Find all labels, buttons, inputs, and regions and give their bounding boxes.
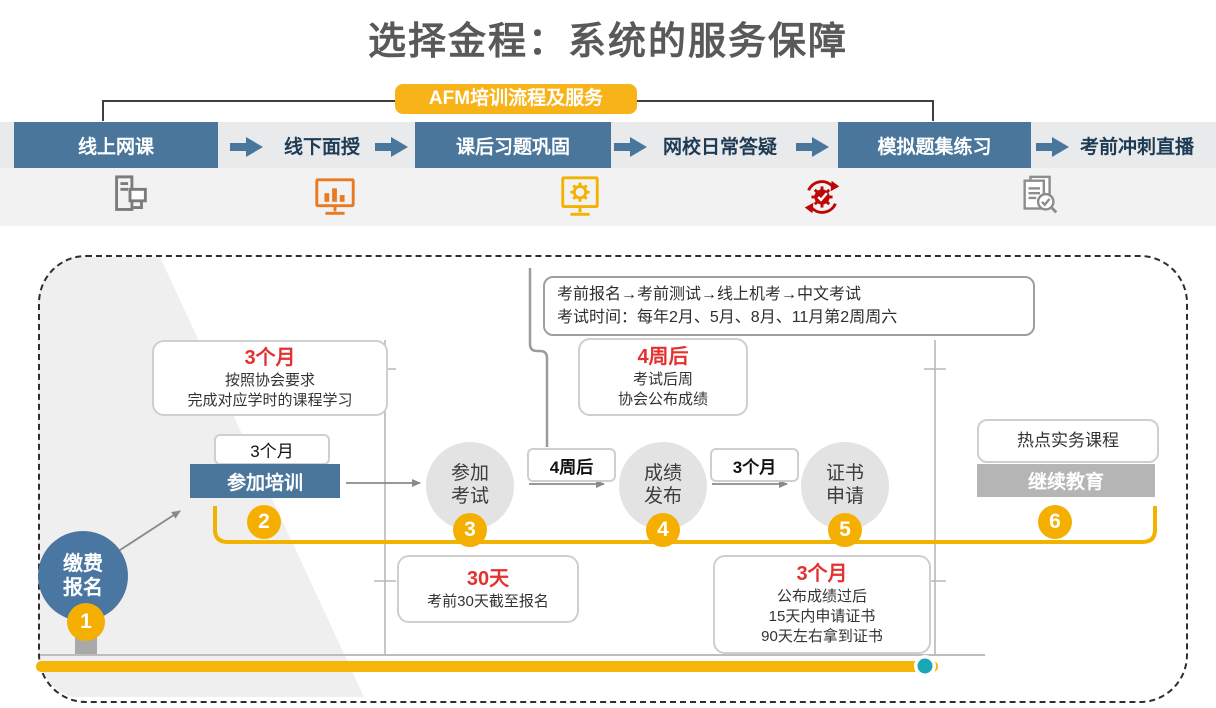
- exam-info-line1: 考前报名→考前测试→线上机考→中文考试: [557, 286, 862, 303]
- monitor-gear-icon: [561, 176, 599, 216]
- progress-bar: [36, 661, 938, 672]
- step-arrow-icon: [796, 137, 829, 157]
- results-duration: 4周后: [637, 345, 689, 368]
- step-homework: 课后习题巩固: [415, 122, 611, 168]
- badge-4: 4: [646, 513, 680, 547]
- extra-course-label: 热点实务课程: [1017, 430, 1119, 450]
- node-continuing-education: 继续教育: [977, 464, 1155, 497]
- node-exam: 参加考试: [426, 442, 514, 530]
- badge-3: 3: [453, 513, 487, 547]
- step-arrow-icon: [614, 137, 647, 157]
- doc-search-icon: [1023, 175, 1058, 214]
- node-exam-label: 参加考试: [450, 463, 489, 507]
- certificate-line2: 15天内申请证书: [768, 608, 876, 626]
- interval-results-box: 4周后: [527, 448, 616, 482]
- timeline-container: [38, 255, 1188, 703]
- results-callout: 4周后 考试后周 协会公布成绩: [578, 338, 748, 416]
- step-offline-class: 线下面授: [283, 136, 360, 158]
- monitor-chart-icon: [315, 178, 355, 215]
- training-duration: 3个月: [244, 346, 296, 369]
- step-daily-qa: 网校日常答疑: [662, 136, 777, 158]
- exam-info-box: 考前报名→考前测试→线上机考→中文考试 考试时间：每年2月、5月、8月、11月第…: [543, 276, 1035, 337]
- arrow-register-to-training: [116, 510, 181, 553]
- step-arrow-icon: [1036, 137, 1069, 157]
- badge-5: 5: [828, 513, 862, 547]
- interval-certificate-box: 3个月: [710, 448, 799, 482]
- badge-6: 6: [1038, 505, 1072, 539]
- yellow-bracket: [213, 506, 1157, 544]
- node-training: 参加培训: [190, 464, 340, 498]
- progress-dot: [917, 658, 933, 674]
- training-line2: 完成对应学时的课程学习: [187, 391, 353, 409]
- certificate-line1: 公布成绩过后: [776, 588, 867, 606]
- step-mock-exams: 模拟题集练习: [838, 122, 1031, 168]
- register-duration: 30天: [466, 567, 510, 590]
- node-score-label: 成绩发布: [643, 463, 682, 507]
- computer-icon: [115, 175, 147, 211]
- certificate-duration: 3个月: [796, 563, 848, 586]
- register-deadline-callout: 30天 考前30天截至报名: [397, 555, 579, 623]
- certificate-callout: 3个月 公布成绩过后 15天内申请证书 90天左右拿到证书: [713, 555, 931, 654]
- node-certificate-label: 证书申请: [825, 463, 864, 507]
- badge-1: 1: [67, 603, 105, 641]
- register-line1: 考前30天截至报名: [427, 592, 549, 610]
- certificate-line3: 90天左右拿到证书: [761, 627, 883, 645]
- interval-training-box: 3个月: [214, 434, 330, 465]
- step-live-sprint: 考前冲刺直播: [1079, 136, 1194, 158]
- step-online-course: 线上网课: [14, 122, 218, 168]
- exam-info-line2: 考试时间：每年2月、5月、8月、11月第2周周六: [557, 309, 898, 327]
- badge-2: 2: [247, 505, 281, 539]
- refresh-gear-icon: [804, 180, 840, 214]
- banner-badge: AFM培训流程及服务: [395, 84, 637, 114]
- training-callout: 3个月 按照协会要求 完成对应学时的课程学习: [152, 340, 388, 416]
- step-arrow-icon: [230, 137, 263, 157]
- extra-course-box: 热点实务课程: [977, 419, 1159, 463]
- results-line1: 考试后周: [632, 370, 693, 388]
- page-title: 选择金程：系统的服务保障: [367, 21, 848, 63]
- exam-info-connector: [528, 268, 549, 447]
- icons-strip-background: [0, 168, 1216, 226]
- training-line1: 按照协会要求: [224, 371, 315, 389]
- results-line2: 协会公布成绩: [617, 390, 708, 408]
- step-arrow-icon: [375, 137, 408, 157]
- node-register-label: 缴费报名: [63, 553, 103, 599]
